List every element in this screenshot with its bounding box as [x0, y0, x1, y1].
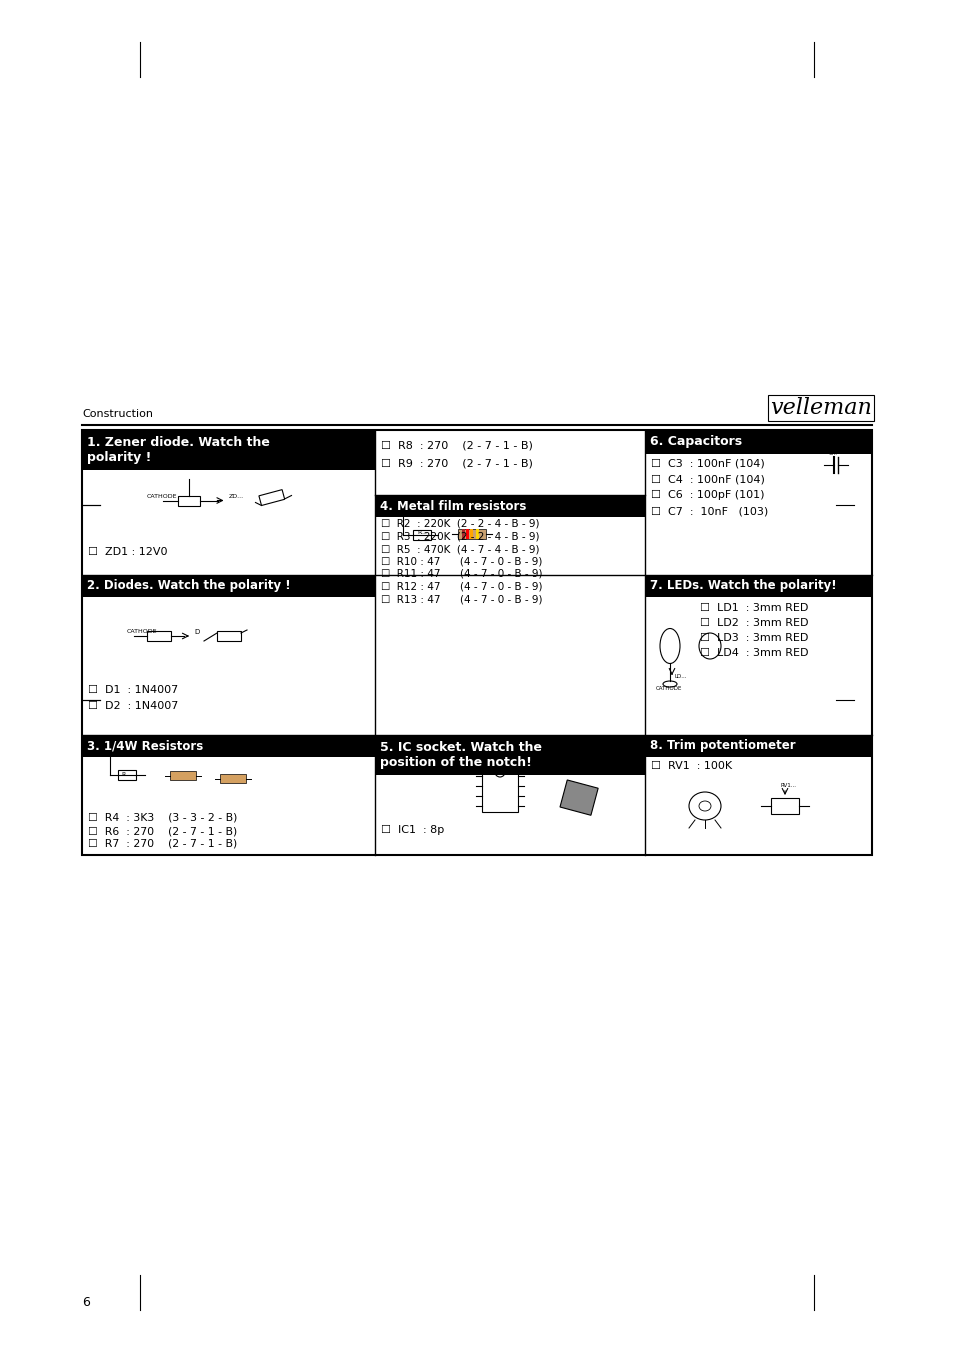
Text: LD...: LD... — [675, 674, 687, 678]
Text: ☐  R3  : 220K  (2 - 2 - 4 - B - 9): ☐ R3 : 220K (2 - 2 - 4 - B - 9) — [380, 531, 539, 542]
Bar — [82, 735, 375, 757]
Bar — [559, 780, 598, 815]
Text: ☐  R2  : 220K  (2 - 2 - 4 - B - 9): ☐ R2 : 220K (2 - 2 - 4 - B - 9) — [380, 519, 539, 530]
Text: D: D — [193, 630, 199, 635]
Text: 2. Diodes. Watch the polarity !: 2. Diodes. Watch the polarity ! — [87, 580, 291, 593]
Text: ☐  C7  :  10nF   (103): ☐ C7 : 10nF (103) — [650, 507, 767, 516]
Bar — [258, 489, 284, 505]
Ellipse shape — [688, 792, 720, 820]
Text: R...: R... — [416, 531, 427, 535]
Bar — [82, 576, 375, 597]
Ellipse shape — [659, 628, 679, 663]
Bar — [644, 576, 871, 597]
Text: 6. Capacitors: 6. Capacitors — [649, 435, 741, 449]
Text: ☐  R12 : 47      (4 - 7 - 0 - B - 9): ☐ R12 : 47 (4 - 7 - 0 - B - 9) — [380, 581, 542, 592]
Text: ☐  LD3  : 3mm RED: ☐ LD3 : 3mm RED — [700, 634, 807, 643]
Bar — [220, 774, 246, 784]
Text: ☐  R7  : 270    (2 - 7 - 1 - B): ☐ R7 : 270 (2 - 7 - 1 - B) — [88, 839, 237, 848]
Text: ☐  R11 : 47      (4 - 7 - 0 - B - 9): ☐ R11 : 47 (4 - 7 - 0 - B - 9) — [380, 569, 542, 580]
Ellipse shape — [699, 801, 710, 811]
Text: ☐  IC1  : 8p: ☐ IC1 : 8p — [380, 825, 444, 835]
Text: ☐  ZD1 : 12V0: ☐ ZD1 : 12V0 — [88, 547, 168, 557]
Text: CATHODE: CATHODE — [656, 686, 681, 690]
Text: velleman: velleman — [769, 397, 871, 419]
Text: ☐  R13 : 47      (4 - 7 - 0 - B - 9): ☐ R13 : 47 (4 - 7 - 0 - B - 9) — [380, 594, 542, 604]
Bar — [178, 496, 200, 505]
Bar — [118, 770, 136, 780]
Text: ☐  R6  : 270    (2 - 7 - 1 - B): ☐ R6 : 270 (2 - 7 - 1 - B) — [88, 825, 237, 836]
Text: 5. IC socket. Watch the
position of the notch!: 5. IC socket. Watch the position of the … — [379, 740, 541, 769]
Text: 8. Trim potentiometer: 8. Trim potentiometer — [649, 739, 795, 753]
Text: 6: 6 — [82, 1296, 90, 1309]
Text: CATHODE: CATHODE — [127, 630, 157, 634]
Bar — [147, 631, 171, 640]
Bar — [375, 735, 644, 775]
Bar — [470, 530, 473, 539]
Bar — [644, 430, 871, 454]
Bar — [457, 530, 485, 539]
Text: ZD...: ZD... — [229, 494, 243, 500]
Text: ☐  RV1  : 100K: ☐ RV1 : 100K — [650, 761, 731, 771]
Text: ☐  D2  : 1N4007: ☐ D2 : 1N4007 — [88, 701, 178, 711]
Text: ☐  C6  : 100pF (101): ☐ C6 : 100pF (101) — [650, 490, 763, 500]
Text: 1. Zener diode. Watch the
polarity !: 1. Zener diode. Watch the polarity ! — [87, 436, 270, 463]
Text: ☐  C4  : 100nF (104): ☐ C4 : 100nF (104) — [650, 474, 764, 484]
Text: ☐  LD1  : 3mm RED: ☐ LD1 : 3mm RED — [700, 603, 807, 613]
Bar — [461, 530, 464, 539]
Text: CATHODE: CATHODE — [147, 493, 177, 499]
Text: C...: C... — [828, 451, 837, 457]
Text: 7. LEDs. Watch the polarity!: 7. LEDs. Watch the polarity! — [649, 580, 836, 593]
Bar — [465, 530, 469, 539]
Bar — [170, 771, 195, 780]
Bar — [82, 430, 871, 855]
Text: ☐  R10 : 47      (4 - 7 - 0 - B - 9): ☐ R10 : 47 (4 - 7 - 0 - B - 9) — [380, 557, 542, 566]
Text: Construction: Construction — [82, 409, 152, 419]
Ellipse shape — [699, 634, 720, 659]
Bar — [216, 631, 241, 640]
Text: ☐  R4  : 3K3    (3 - 3 - 2 - B): ☐ R4 : 3K3 (3 - 3 - 2 - B) — [88, 813, 237, 823]
Text: 4. Metal film resistors: 4. Metal film resistors — [379, 500, 526, 512]
Text: ☐  C3  : 100nF (104): ☐ C3 : 100nF (104) — [650, 458, 764, 467]
Text: ☐  LD2  : 3mm RED: ☐ LD2 : 3mm RED — [700, 617, 807, 628]
Bar — [770, 798, 799, 815]
Text: ☐  LD4  : 3mm RED: ☐ LD4 : 3mm RED — [700, 648, 807, 658]
Bar — [644, 735, 871, 757]
Text: 3. 1/4W Resistors: 3. 1/4W Resistors — [87, 739, 203, 753]
Text: R...: R... — [121, 771, 131, 777]
Bar — [375, 494, 644, 517]
Text: ☐  R5  : 470K  (4 - 7 - 4 - B - 9): ☐ R5 : 470K (4 - 7 - 4 - B - 9) — [380, 544, 539, 554]
Text: ☐  D1  : 1N4007: ☐ D1 : 1N4007 — [88, 685, 178, 694]
Text: ☐  R8  : 270    (2 - 7 - 1 - B): ☐ R8 : 270 (2 - 7 - 1 - B) — [380, 440, 533, 450]
Ellipse shape — [662, 681, 677, 688]
Bar — [476, 530, 478, 539]
Bar — [481, 771, 517, 812]
Text: ☐  R9  : 270    (2 - 7 - 1 - B): ☐ R9 : 270 (2 - 7 - 1 - B) — [380, 458, 533, 467]
Bar — [413, 530, 431, 540]
Text: RV1...: RV1... — [781, 784, 796, 788]
Bar — [82, 430, 375, 470]
